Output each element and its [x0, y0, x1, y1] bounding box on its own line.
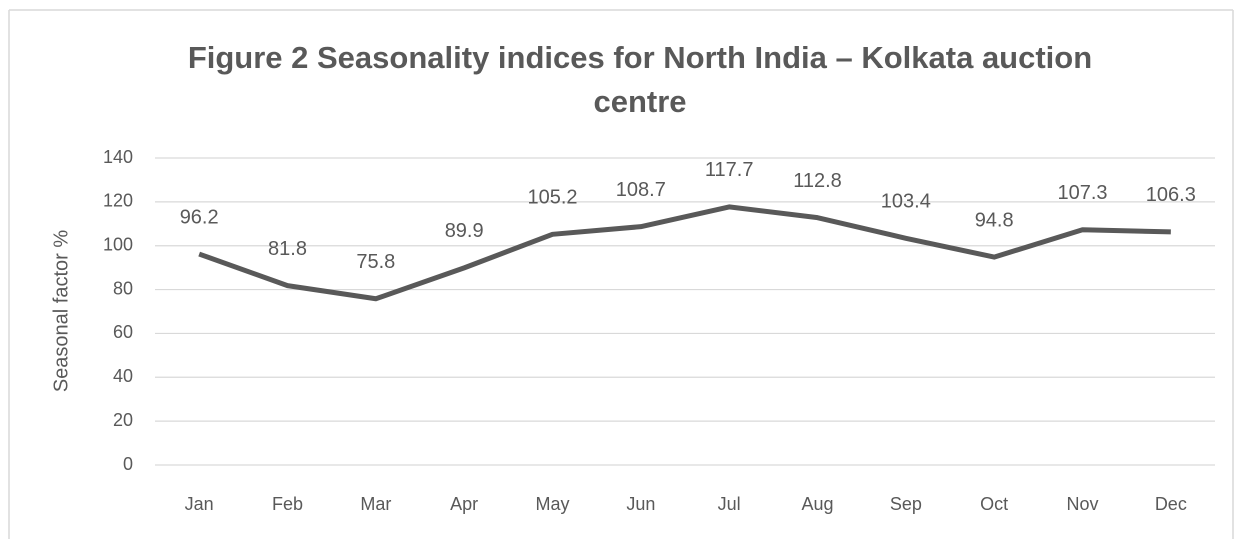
x-tick-label: Nov — [1066, 494, 1098, 514]
x-tick-label: Aug — [801, 494, 833, 514]
y-tick-label: 120 — [103, 191, 133, 211]
line — [198, 204, 1171, 302]
y-tick-label: 80 — [113, 278, 133, 298]
x-tick-label: Mar — [360, 494, 391, 514]
x-tick-label: Jan — [185, 494, 214, 514]
data-label: 94.8 — [975, 209, 1014, 231]
y-tick-label: 60 — [113, 322, 133, 342]
y-tick-label: 140 — [103, 147, 133, 167]
x-tick-label: Feb — [272, 494, 303, 514]
data-label: 96.2 — [180, 206, 219, 228]
y-tick-label: 20 — [113, 410, 133, 430]
data-label: 89.9 — [445, 220, 484, 242]
y-tick-label: 40 — [113, 366, 133, 386]
x-tick-label: Jun — [626, 494, 655, 514]
data-label: 103.4 — [881, 191, 931, 213]
y-axis-label: Seasonal factor % — [50, 230, 72, 393]
x-tick-label: Jul — [718, 494, 741, 514]
data-label: 105.2 — [527, 187, 577, 209]
x-tick-label: Apr — [450, 494, 478, 514]
y-tick-label: 100 — [103, 234, 133, 254]
chart-title: Figure 2 Seasonality indices for North I… — [187, 40, 1093, 119]
y-tick-label: 0 — [123, 454, 133, 474]
x-tick-label: May — [535, 494, 569, 514]
data-label: 81.8 — [268, 238, 307, 260]
data-label: 108.7 — [616, 179, 666, 201]
data-label: 106.3 — [1146, 184, 1196, 206]
data-label: 75.8 — [356, 251, 395, 273]
data-label: 112.8 — [793, 170, 842, 192]
data-label: 107.3 — [1057, 182, 1107, 204]
x-tick-label: Sep — [890, 494, 922, 514]
x-tick-label: Oct — [980, 494, 1008, 514]
x-tick-label: Dec — [1155, 494, 1187, 514]
data-label: 117.7 — [705, 159, 754, 181]
